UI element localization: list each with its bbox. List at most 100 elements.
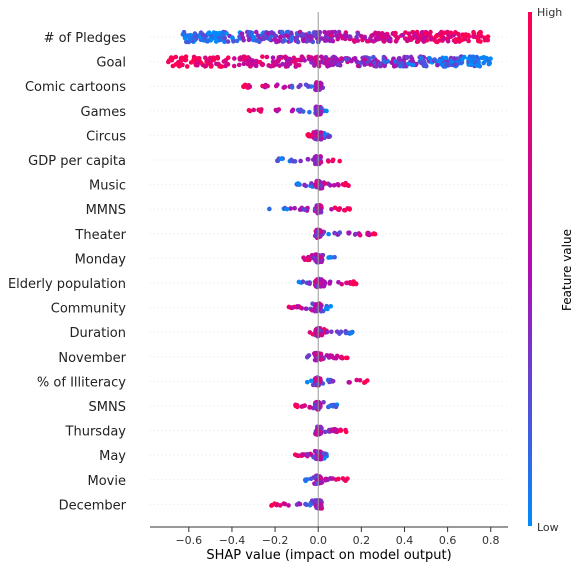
shap-dot <box>339 56 344 61</box>
shap-dot <box>324 329 330 335</box>
shap-dot <box>222 39 227 45</box>
colorbar-high-label: High <box>537 6 562 19</box>
shap-dot <box>412 32 417 37</box>
shap-dot <box>322 429 328 435</box>
shap-dot <box>270 55 276 61</box>
shap-dot <box>404 54 410 60</box>
shap-dot <box>327 403 332 409</box>
shap-dot <box>478 39 483 44</box>
shap-dot <box>355 63 361 69</box>
shap-dot <box>251 107 257 113</box>
shap-dot <box>318 303 324 309</box>
shap-dot <box>368 62 373 67</box>
shap-dot <box>448 30 454 36</box>
shap-dot <box>247 108 253 114</box>
shap-dot <box>329 329 334 335</box>
shap-dot <box>203 63 209 69</box>
shap-dot <box>386 38 392 44</box>
feature-label: Elderly population <box>8 277 126 292</box>
shap-dot <box>314 332 319 337</box>
shap-dot <box>352 56 358 61</box>
shap-dot <box>330 157 336 163</box>
shap-dot <box>313 474 319 480</box>
shap-dot <box>335 62 341 68</box>
shap-dot <box>349 330 354 336</box>
shap-dot <box>264 54 270 60</box>
shap-dot <box>182 35 188 41</box>
shap-dot <box>302 207 308 213</box>
feature-label: Thursday <box>65 425 127 440</box>
shap-dot <box>224 61 230 67</box>
shap-dot <box>326 134 331 140</box>
colorbar <box>528 12 532 526</box>
shap-dot <box>231 63 237 69</box>
shap-dot <box>318 130 324 135</box>
shap-dot <box>286 503 291 508</box>
shap-dot <box>255 33 261 38</box>
feature-label: MMNS <box>86 203 126 218</box>
shap-dot <box>415 35 420 40</box>
shap-dot <box>246 85 252 90</box>
shap-dot <box>237 56 243 62</box>
shap-dot <box>300 31 305 37</box>
shap-dot <box>323 61 328 66</box>
shap-dot <box>353 231 358 237</box>
shap-dot <box>342 181 348 187</box>
shap-dot <box>321 283 327 289</box>
shap-dot <box>220 32 225 38</box>
shap-dot <box>337 158 342 164</box>
shap-dot <box>183 54 189 59</box>
shap-dot <box>365 38 371 44</box>
shap-dot <box>415 39 421 44</box>
shap-dot <box>222 35 228 41</box>
shap-dot <box>366 230 371 236</box>
shap-dot <box>206 30 212 35</box>
shap-dot <box>298 158 303 164</box>
shap-dot <box>318 475 324 481</box>
shap-dot <box>285 29 291 35</box>
shap-dot <box>307 109 312 115</box>
shap-dot <box>322 29 328 35</box>
shap-dot <box>304 502 309 508</box>
shap-dot <box>305 257 310 263</box>
shap-dot <box>326 231 331 237</box>
shap-dot <box>256 38 262 44</box>
shap-dot <box>344 280 349 286</box>
shap-dot <box>437 58 443 64</box>
shap-dot <box>326 159 331 164</box>
shap-dot <box>208 60 213 65</box>
shap-dot <box>303 477 308 483</box>
shap-dot <box>317 29 323 35</box>
shap-dot <box>240 35 246 40</box>
shap-dot <box>313 252 319 257</box>
shap-dot <box>351 38 357 43</box>
shap-dot <box>170 55 175 61</box>
shap-dot <box>309 60 314 65</box>
shap-dot <box>290 305 295 311</box>
shap-dot <box>239 31 245 36</box>
shap-dot <box>362 379 368 385</box>
shap-dot <box>305 157 311 162</box>
shap-dot <box>428 37 434 42</box>
shap-dot <box>346 380 352 385</box>
shap-dot <box>305 132 310 138</box>
shap-dot <box>318 351 324 357</box>
shap-dot <box>455 31 461 37</box>
colorbar-low-label: Low <box>537 521 559 534</box>
feature-label: December <box>59 498 127 513</box>
shap-dot <box>433 34 439 39</box>
x-tick-label: −0.4 <box>219 534 246 547</box>
shap-dot <box>183 57 189 63</box>
shap-dot <box>377 61 383 67</box>
shap-dot <box>449 59 454 64</box>
shap-dot <box>225 55 231 60</box>
shap-dot <box>327 281 332 286</box>
shap-dot <box>461 54 467 60</box>
shap-dot <box>294 37 300 42</box>
shap-dot <box>324 306 329 311</box>
shap-dot <box>303 82 309 88</box>
shap-dot <box>301 37 306 43</box>
shap-dot <box>300 403 306 409</box>
shap-dot <box>334 329 340 334</box>
shap-dot <box>324 353 330 358</box>
